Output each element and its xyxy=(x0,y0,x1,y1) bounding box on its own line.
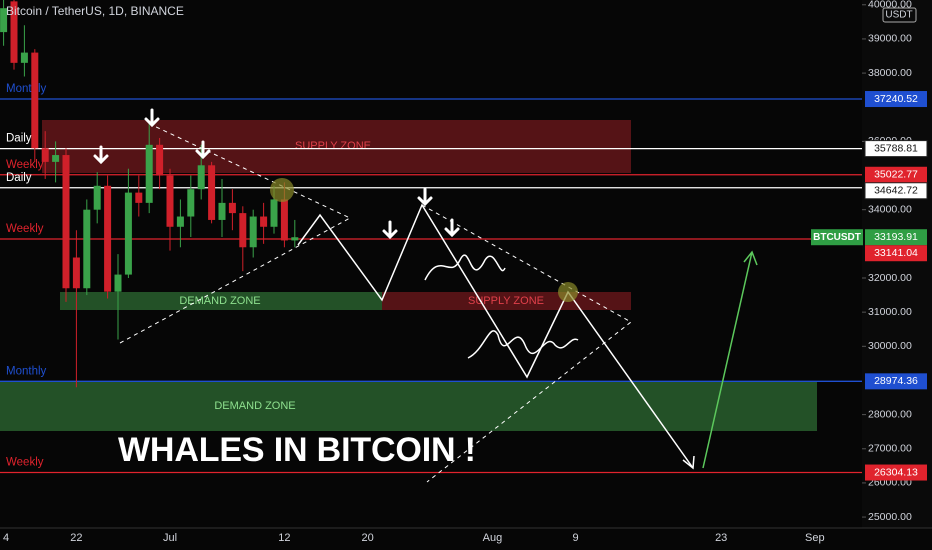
candle-body xyxy=(291,237,299,241)
candle-body xyxy=(280,199,288,241)
candle-body xyxy=(270,199,278,227)
x-tick-label: 20 xyxy=(361,532,373,544)
price-tag xyxy=(865,229,927,246)
price-tag-label: 33193.91 xyxy=(874,231,918,243)
zone-label: SUPPLY ZONE xyxy=(468,295,544,307)
y-tick-label: 40000.00 xyxy=(868,0,912,11)
candle-body xyxy=(114,274,122,292)
candle-body xyxy=(52,155,60,162)
price-tag xyxy=(865,373,927,390)
tag-name: BTCUSDT xyxy=(813,232,861,243)
demand-zone xyxy=(0,381,817,431)
level-label: Weekly xyxy=(6,223,44,235)
x-tick-label: 22 xyxy=(70,532,82,544)
price-tag xyxy=(864,140,928,158)
y-tick-label: 32000.00 xyxy=(868,272,912,284)
candle-body xyxy=(93,185,101,210)
price-tag xyxy=(865,464,927,481)
price-tag-label: 28974.36 xyxy=(874,375,918,387)
candle-body xyxy=(72,257,80,289)
candle-body xyxy=(10,1,18,63)
candle-body xyxy=(31,52,39,149)
candle-body xyxy=(156,144,164,176)
candle-body xyxy=(166,175,174,227)
price-tag-label: 35788.81 xyxy=(874,142,918,154)
price-tag-label: 33141.04 xyxy=(874,247,918,259)
x-tick-label: Jul xyxy=(163,532,177,544)
candle-body xyxy=(208,165,216,220)
price-tag xyxy=(865,245,927,262)
candle-body xyxy=(41,148,49,162)
candle-body xyxy=(218,202,226,220)
highlight xyxy=(270,178,294,202)
x-tick-label: 9 xyxy=(573,532,579,544)
zone-label: SUPPLY ZONE xyxy=(295,140,371,152)
annotations xyxy=(93,108,758,483)
level-label: Monthly xyxy=(6,83,47,95)
currency-box xyxy=(882,7,917,23)
levels: MonthlyDailyWeeklyDailyWeeklyMonthlyWeek… xyxy=(0,83,862,474)
candle-body xyxy=(197,165,205,190)
price-tag-label: 35022.77 xyxy=(874,169,918,181)
zone-label: DEMAND ZONE xyxy=(214,400,295,412)
price-tag xyxy=(865,166,927,183)
price-axis xyxy=(862,0,932,528)
candle-body xyxy=(20,52,28,63)
candle-body xyxy=(228,202,236,214)
x-tick-label: 4 xyxy=(3,532,9,544)
y-tick-label: 28000.00 xyxy=(868,408,912,420)
x-tick-label: Sep xyxy=(805,532,825,544)
y-tick-label: 38000.00 xyxy=(868,67,912,79)
tag-bg xyxy=(811,229,863,246)
y-tick-label: 25000.00 xyxy=(868,511,912,523)
currency: USDT xyxy=(885,10,912,21)
down-arrows xyxy=(93,108,460,240)
wave xyxy=(467,330,579,359)
level-label: Weekly xyxy=(6,457,44,469)
y-tick-label: 31000.00 xyxy=(868,306,912,318)
candle-body xyxy=(83,209,91,289)
x-tick-label: 12 xyxy=(278,532,290,544)
candle-body xyxy=(239,213,247,248)
candle-body xyxy=(104,185,112,292)
level-label: Weekly xyxy=(6,159,44,171)
y-tick-label: 34000.00 xyxy=(868,203,912,215)
wave xyxy=(424,254,506,281)
candle-body xyxy=(0,8,8,33)
candle-body xyxy=(62,155,70,289)
x-tick-label: Aug xyxy=(483,532,503,544)
supply-zone xyxy=(42,120,631,173)
price-tag-label: 26304.13 xyxy=(874,466,918,478)
price-tag xyxy=(864,182,928,200)
candle-body xyxy=(135,192,143,203)
green-arrow xyxy=(702,250,758,469)
candle-body xyxy=(145,144,153,203)
x-tick-label: 23 xyxy=(715,532,727,544)
candle-body xyxy=(176,216,184,227)
level-label: Daily xyxy=(6,133,32,145)
symbol-title: Bitcoin / TetherUS, 1D, BINANCE xyxy=(6,4,184,18)
zone-label: DEMAND ZONE xyxy=(179,295,260,307)
candles xyxy=(0,0,299,388)
y-tick-label: 30000.00 xyxy=(868,340,912,352)
demand-zone xyxy=(60,292,382,310)
candle-body xyxy=(260,216,268,227)
price-tag-label: 37240.52 xyxy=(874,93,918,105)
level-label: Daily xyxy=(6,172,32,184)
headline: WHALES IN BITCOIN ! xyxy=(118,431,476,469)
y-tick-label: 39000.00 xyxy=(868,33,912,45)
candle-body xyxy=(249,216,257,248)
arrow-head xyxy=(682,455,695,470)
candle-body xyxy=(124,192,132,275)
y-tick-label: 27000.00 xyxy=(868,443,912,455)
highlight xyxy=(558,282,578,302)
candle-body xyxy=(187,189,195,217)
level-label: Monthly xyxy=(6,365,47,377)
price-tag xyxy=(865,91,927,108)
price-tag-label: 34642.72 xyxy=(874,185,918,197)
